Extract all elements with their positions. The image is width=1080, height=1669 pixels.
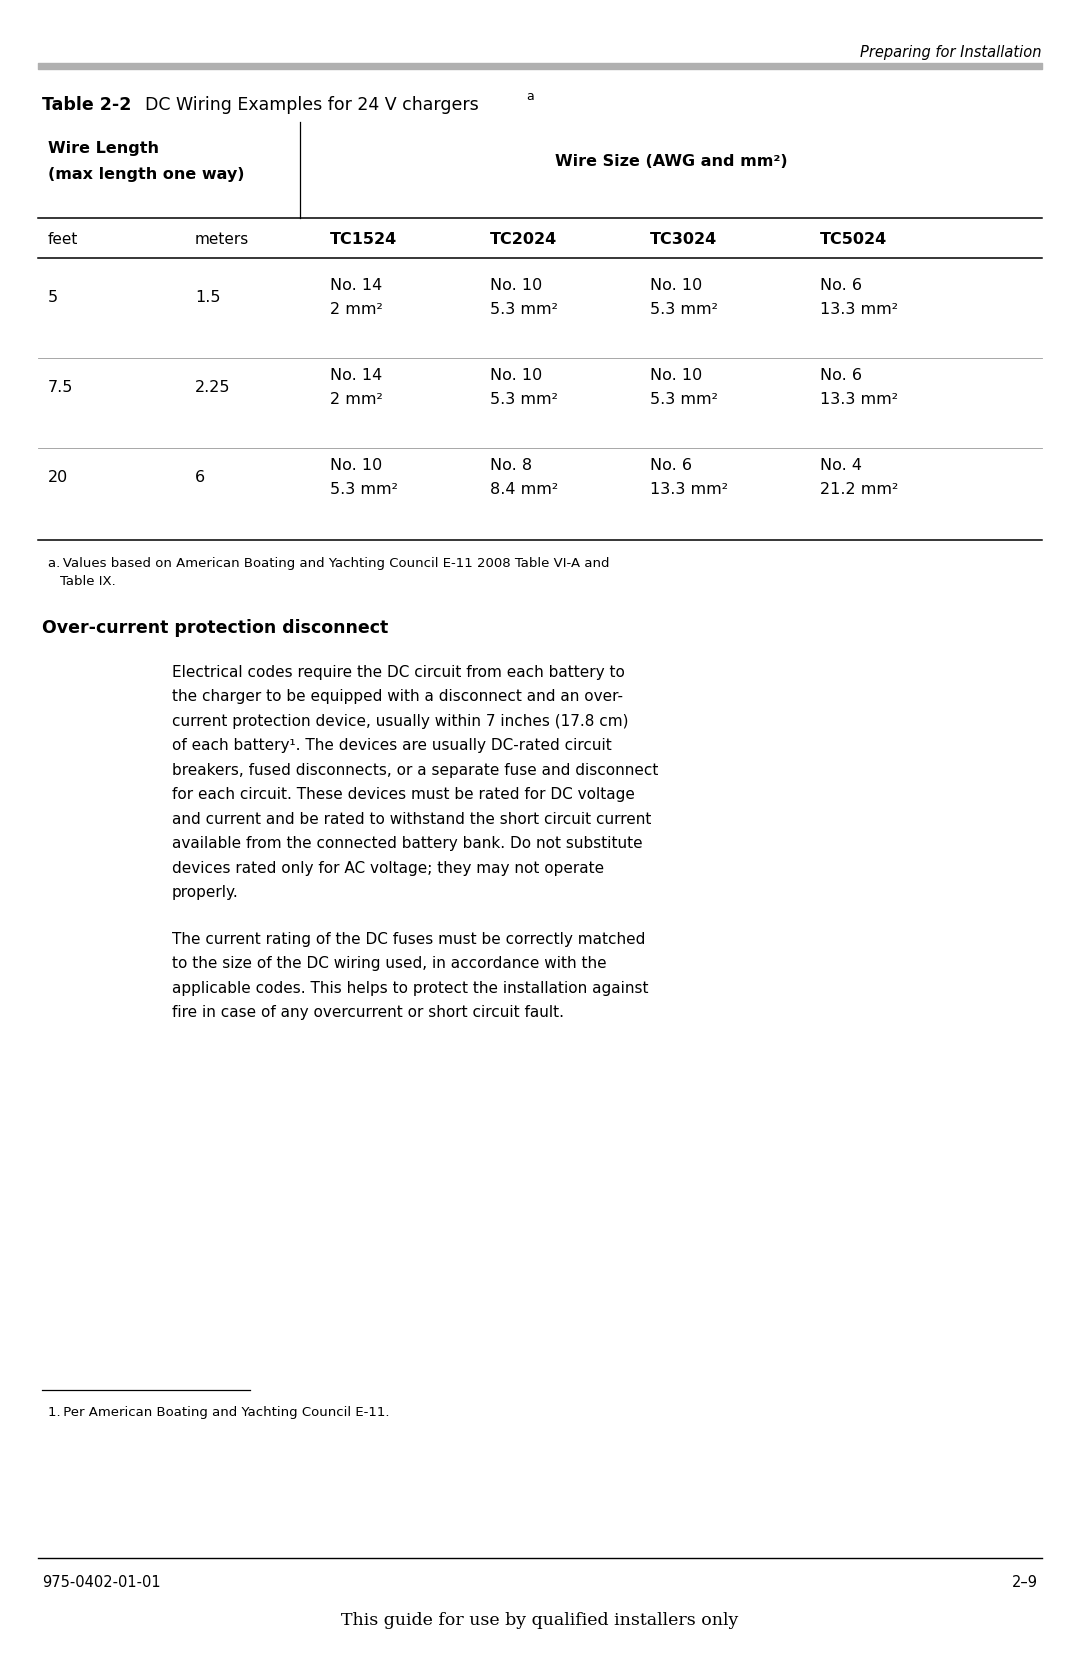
Text: 13.3 mm²: 13.3 mm² (650, 481, 728, 496)
Text: No. 6: No. 6 (820, 367, 862, 382)
Text: Table 2-2: Table 2-2 (42, 97, 132, 113)
Text: 2–9: 2–9 (1012, 1574, 1038, 1589)
Text: fire in case of any overcurrent or short circuit fault.: fire in case of any overcurrent or short… (172, 1005, 564, 1020)
Text: No. 14: No. 14 (330, 367, 382, 382)
Text: 5.3 mm²: 5.3 mm² (650, 392, 718, 407)
Text: No. 10: No. 10 (330, 457, 382, 472)
Text: No. 10: No. 10 (650, 367, 702, 382)
Text: TC3024: TC3024 (650, 232, 717, 247)
Text: 8.4 mm²: 8.4 mm² (490, 481, 558, 496)
Text: 6: 6 (195, 469, 205, 484)
Text: TC1524: TC1524 (330, 232, 397, 247)
Text: to the size of the DC wiring used, in accordance with the: to the size of the DC wiring used, in ac… (172, 956, 607, 971)
Text: feet: feet (48, 232, 79, 247)
Text: 21.2 mm²: 21.2 mm² (820, 481, 899, 496)
Text: Wire Size (AWG and mm²): Wire Size (AWG and mm²) (555, 155, 787, 170)
Text: No. 10: No. 10 (490, 277, 542, 292)
Text: 1. Per American Boating and Yachting Council E-11.: 1. Per American Boating and Yachting Cou… (48, 1405, 390, 1419)
Text: devices rated only for AC voltage; they may not operate: devices rated only for AC voltage; they … (172, 861, 604, 876)
Text: 5.3 mm²: 5.3 mm² (490, 392, 558, 407)
Text: 975-0402-01-01: 975-0402-01-01 (42, 1574, 161, 1589)
Text: Preparing for Installation: Preparing for Installation (861, 45, 1042, 60)
Text: breakers, fused disconnects, or a separate fuse and disconnect: breakers, fused disconnects, or a separa… (172, 763, 659, 778)
Text: TC5024: TC5024 (820, 232, 888, 247)
Text: No. 10: No. 10 (490, 367, 542, 382)
Text: The current rating of the DC fuses must be correctly matched: The current rating of the DC fuses must … (172, 931, 646, 946)
Text: properly.: properly. (172, 885, 239, 900)
Text: 5.3 mm²: 5.3 mm² (650, 302, 718, 317)
Text: This guide for use by qualified installers only: This guide for use by qualified installe… (341, 1612, 739, 1629)
Text: 2 mm²: 2 mm² (330, 392, 382, 407)
Text: a. Values based on American Boating and Yachting Council E-11 2008 Table VI-A an: a. Values based on American Boating and … (48, 556, 609, 569)
Text: meters: meters (195, 232, 249, 247)
Text: available from the connected battery bank. Do not substitute: available from the connected battery ban… (172, 836, 643, 851)
Text: (max length one way): (max length one way) (48, 167, 244, 182)
Text: 2.25: 2.25 (195, 379, 230, 394)
Text: the charger to be equipped with a disconnect and an over-: the charger to be equipped with a discon… (172, 689, 623, 704)
Text: Electrical codes require the DC circuit from each battery to: Electrical codes require the DC circuit … (172, 664, 625, 679)
Text: 13.3 mm²: 13.3 mm² (820, 302, 897, 317)
Text: No. 4: No. 4 (820, 457, 862, 472)
Text: of each battery¹. The devices are usually DC-rated circuit: of each battery¹. The devices are usuall… (172, 738, 611, 753)
Text: current protection device, usually within 7 inches (17.8 cm): current protection device, usually withi… (172, 714, 629, 728)
Text: No. 14: No. 14 (330, 277, 382, 292)
Text: 5.3 mm²: 5.3 mm² (490, 302, 558, 317)
Text: for each circuit. These devices must be rated for DC voltage: for each circuit. These devices must be … (172, 788, 635, 803)
Text: No. 6: No. 6 (820, 277, 862, 292)
Text: No. 8: No. 8 (490, 457, 532, 472)
Text: TC2024: TC2024 (490, 232, 557, 247)
Text: 13.3 mm²: 13.3 mm² (820, 392, 897, 407)
Text: DC Wiring Examples for 24 V chargers: DC Wiring Examples for 24 V chargers (134, 97, 478, 113)
Text: and current and be rated to withstand the short circuit current: and current and be rated to withstand th… (172, 811, 651, 826)
Text: 5: 5 (48, 289, 58, 304)
Text: No. 10: No. 10 (650, 277, 702, 292)
Text: Wire Length: Wire Length (48, 140, 159, 155)
Text: No. 6: No. 6 (650, 457, 692, 472)
Text: applicable codes. This helps to protect the installation against: applicable codes. This helps to protect … (172, 980, 648, 995)
Text: 7.5: 7.5 (48, 379, 73, 394)
Text: Table IX.: Table IX. (60, 574, 116, 587)
Text: Over-current protection disconnect: Over-current protection disconnect (42, 619, 388, 638)
Text: 5.3 mm²: 5.3 mm² (330, 481, 397, 496)
Text: 20: 20 (48, 469, 68, 484)
Text: 2 mm²: 2 mm² (330, 302, 382, 317)
Text: 1.5: 1.5 (195, 289, 220, 304)
Text: a: a (526, 90, 534, 103)
